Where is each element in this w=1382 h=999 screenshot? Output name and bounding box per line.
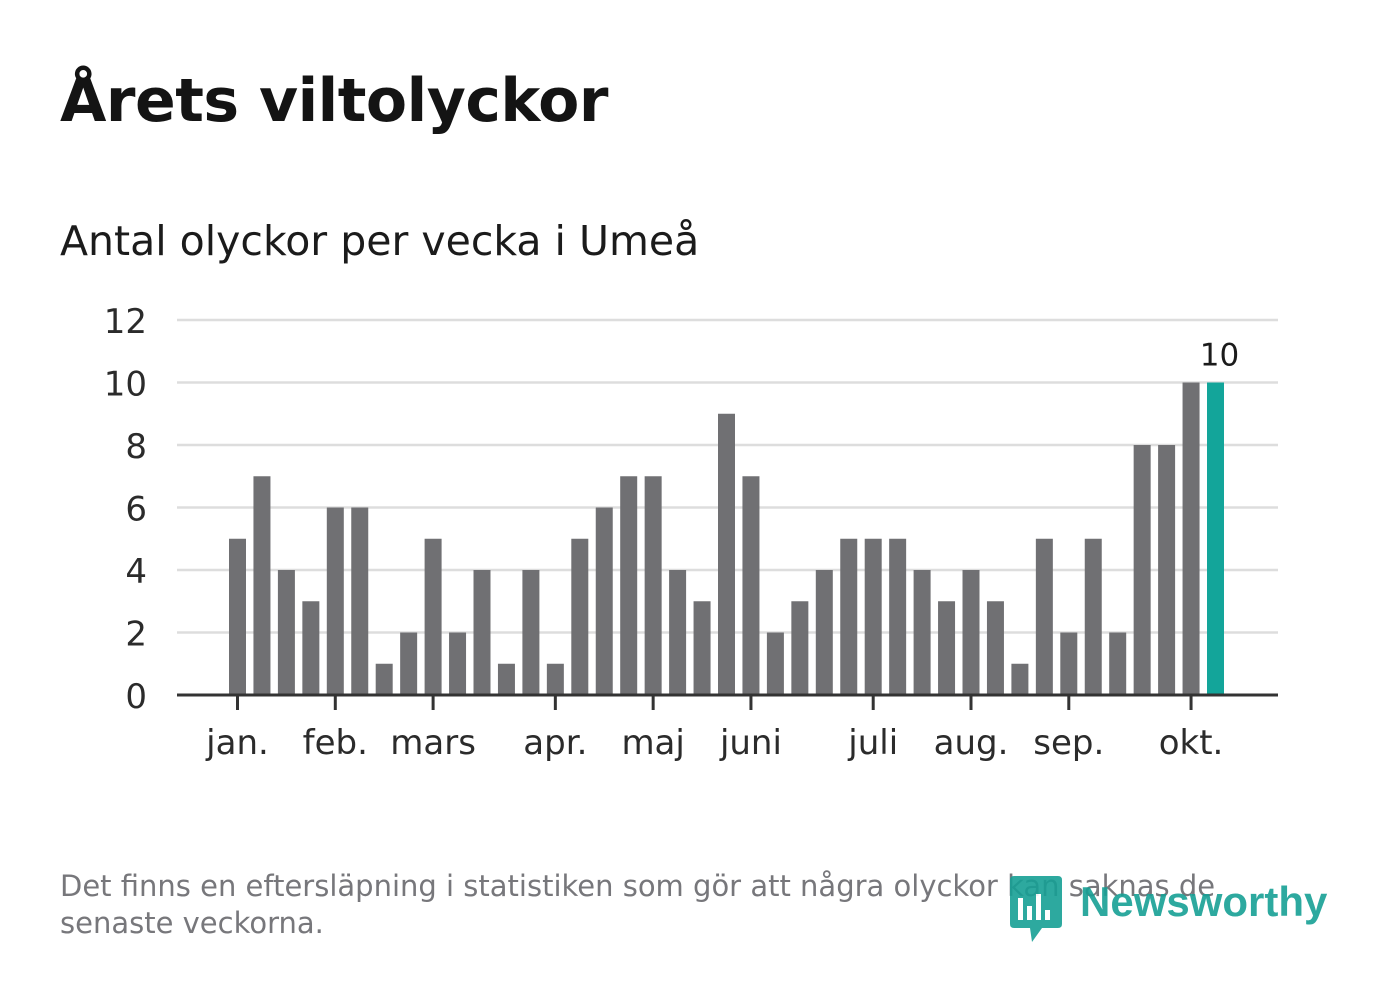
bar-week-20 (693, 601, 711, 695)
bar-week-10 (449, 632, 467, 695)
y-axis-ticks: 0 2 4 6 8 10 12 (104, 302, 147, 717)
y-tick-label-12: 12 (104, 302, 147, 342)
bar-week-22 (742, 476, 760, 695)
bar-week-35 (1060, 632, 1078, 695)
y-tick-label-10: 10 (104, 365, 147, 405)
bar-week-21 (718, 413, 735, 695)
bar-highlight-week-41 (1207, 382, 1224, 695)
x-tick-label-okt.: okt. (1159, 723, 1224, 763)
x-tick-label-apr.: apr. (523, 723, 587, 763)
bar-week-11 (473, 570, 491, 695)
data-label-highlight: 10 (1200, 338, 1239, 374)
bar-week-14 (546, 663, 564, 695)
bar-week-28 (889, 538, 907, 695)
x-axis-ticks: jan. feb. mars apr. maj juni juli aug. sep. okt. (205, 695, 1223, 763)
y-tick-label-2: 2 (125, 615, 147, 655)
bar-week-18 (644, 476, 662, 695)
bar-week-9 (424, 538, 442, 695)
bar-week-19 (669, 570, 687, 695)
newsworthy-chart-icon (1010, 876, 1062, 942)
logo-text: Newsworthy (1080, 878, 1328, 925)
y-tick-label-4: 4 (125, 552, 147, 592)
y-tick-label-0: 0 (125, 677, 147, 717)
bar-week-3 (277, 570, 295, 695)
bar-week-30 (938, 601, 956, 695)
x-tick-label-mars: mars (390, 723, 476, 763)
bar-week-23 (766, 632, 784, 695)
chart-subtitle: Antal olyckor per vecka i Umeå (60, 217, 700, 265)
bar-week-34 (1035, 538, 1053, 695)
newsworthy-logo[interactable]: Newsworthy (1010, 872, 1330, 944)
x-tick-label-sep.: sep. (1033, 723, 1104, 763)
bar-week-26 (840, 538, 858, 695)
bar-week-24 (791, 601, 809, 695)
bar-week-13 (522, 570, 540, 695)
bar-week-8 (400, 632, 418, 695)
bar-week-4 (302, 601, 320, 695)
bar-week-32 (986, 601, 1004, 695)
x-tick-label-juni: juni (719, 723, 782, 763)
bar-week-2 (253, 476, 271, 695)
x-tick-label-jan.: jan. (205, 723, 269, 763)
bar-week-7 (375, 663, 393, 695)
x-tick-label-aug.: aug. (934, 723, 1009, 763)
bar-chart: 0 2 4 6 8 10 12 jan. feb. mars apr. maj juni juli aug… (104, 302, 1278, 763)
bar-week-36 (1084, 538, 1102, 695)
bar-week-29 (913, 570, 931, 695)
bar-week-40 (1182, 382, 1200, 695)
bar-week-1 (229, 538, 246, 695)
y-tick-label-6: 6 (125, 490, 147, 530)
bar-week-5 (326, 507, 344, 695)
bar-week-39 (1158, 445, 1176, 695)
bar-week-17 (620, 476, 638, 695)
bar-week-31 (962, 570, 980, 695)
y-tick-label-8: 8 (125, 427, 147, 467)
data-labels: 10 (1200, 338, 1239, 374)
x-tick-label-juli: juli (847, 723, 898, 763)
bar-week-27 (864, 538, 882, 695)
bar-week-16 (595, 507, 613, 695)
bar-week-12 (497, 663, 515, 695)
x-tick-label-maj: maj (621, 723, 684, 763)
bar-week-33 (1011, 663, 1029, 695)
x-tick-label-feb.: feb. (303, 723, 368, 763)
bars (229, 382, 1224, 695)
bar-week-25 (815, 570, 833, 695)
chart-title: Årets viltolyckor (60, 66, 609, 136)
bar-week-6 (351, 507, 369, 695)
bar-week-37 (1109, 632, 1127, 695)
bar-week-15 (571, 538, 589, 695)
bar-week-38 (1133, 445, 1151, 695)
